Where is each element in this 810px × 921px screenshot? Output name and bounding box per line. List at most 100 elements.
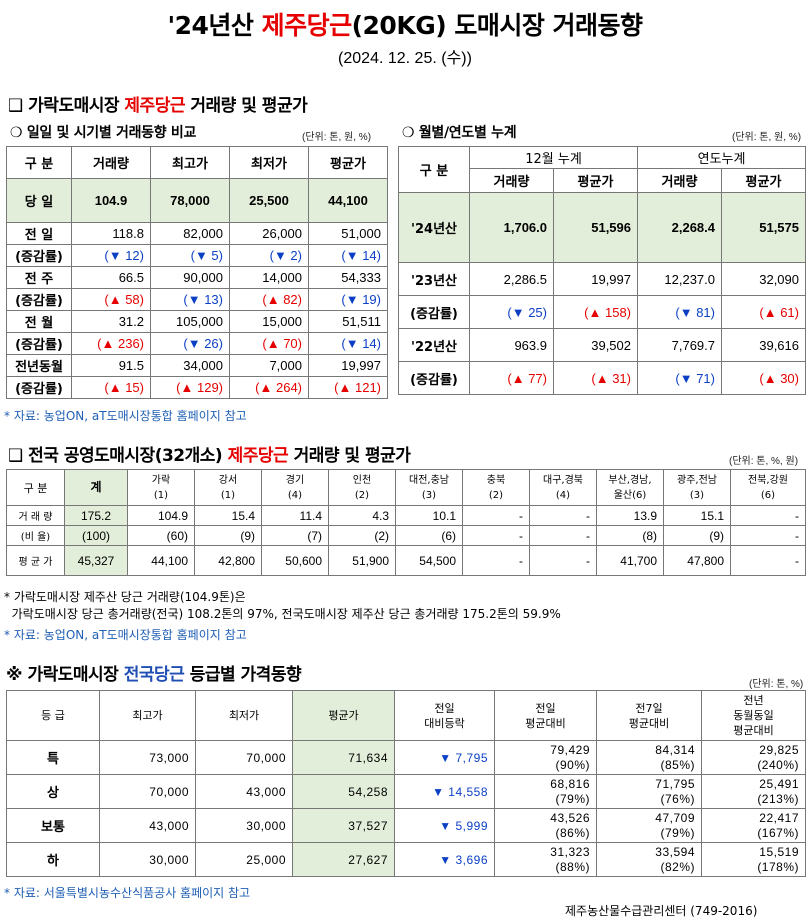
- row-label: (비 율): [6, 525, 65, 546]
- cell-value: 51,000: [308, 222, 388, 245]
- cell-change: (▼ 12): [71, 244, 151, 267]
- table-row: 특 73,000 70,000 71,634 ▼ 7,795 79,429 (90%) 84,…: [6, 740, 806, 775]
- header-line: 평균대비: [525, 716, 566, 730]
- header-line: 평균가: [328, 709, 359, 722]
- today-volume: 104.9: [71, 178, 151, 223]
- cell-prev-7: 71,795 (76%): [596, 774, 702, 809]
- group-month: 12월 누계: [469, 146, 638, 169]
- region-name: 대전,충남: [409, 474, 449, 486]
- section3-source: * 자료: 서울특별시농수산식품공사 홈페이지 참고: [4, 886, 251, 900]
- change-label: (증감률): [6, 244, 72, 267]
- table-row-change: (증감률) (▲ 236) (▼ 26) (▲ 70) (▼ 14): [6, 332, 388, 355]
- header-line: 전7일: [635, 701, 663, 715]
- col-header-max: 최고가: [150, 146, 230, 179]
- compare-value: 43,526: [550, 810, 590, 825]
- section1-heading-highlight: 제주당근: [124, 96, 185, 116]
- col-header-volume: 거래량: [71, 146, 151, 179]
- right-subtitle: ❍ 월별/연도별 누계: [402, 125, 517, 141]
- table-row: 전 주 66.5 90,000 14,000 54,333: [6, 266, 388, 289]
- cell-change: (▼ 2): [229, 244, 309, 267]
- table-row-change: (증감률) (▲ 77) (▲ 31) (▼ 71) (▲ 30): [398, 361, 806, 395]
- compare-ratio: (88%): [555, 859, 590, 874]
- cell-value: 34,000: [150, 354, 230, 377]
- row-label: 전 월: [6, 310, 72, 333]
- section2-source: * 자료: 농업ON, aT도매시장통합 홈페이지 참고: [4, 628, 247, 642]
- grade-label: 하: [6, 842, 100, 877]
- cell-value: 118.8: [71, 222, 151, 245]
- cell-value: 66.5: [71, 266, 151, 289]
- section2-heading-prefix: ❑ 전국 공영도매시장(32개소): [8, 446, 228, 466]
- compare-ratio: (167%): [757, 825, 799, 840]
- cell-diff: ▼ 14,558: [394, 774, 495, 809]
- cell-value: 44,100: [127, 545, 195, 576]
- cell-change: (▼ 14): [308, 332, 388, 355]
- national-market-table: 구 분 계 가락 (1) 강서 (1) 경기 (4) 인천 (2) 대전,충남 (3) 충북 (2) 대구,…: [6, 469, 806, 576]
- col-header-region: 계: [64, 469, 128, 506]
- col-header-region: 부산,경남, 울산(6): [596, 469, 664, 506]
- cell-change: (▼ 26): [150, 332, 230, 355]
- cell-prev-7: 84,314 (85%): [596, 740, 702, 775]
- region-name: 가락: [151, 474, 171, 486]
- header-line: 대비등락: [424, 716, 465, 730]
- region-name: 충북: [486, 474, 506, 486]
- cell-value: (9): [194, 525, 262, 546]
- cell-value: (100): [64, 525, 128, 546]
- cell-diff: ▼ 5,999: [394, 808, 495, 843]
- cell-value: 47,800: [663, 545, 731, 576]
- table-row-change: (증감률) (▼ 25) (▲ 158) (▼ 81) (▲ 61): [398, 295, 806, 329]
- col-header-min: 최저가: [229, 146, 309, 179]
- group-year: 연도누계: [637, 146, 806, 169]
- cell-value: -: [730, 525, 806, 546]
- table-row-today: 당 일 104.9 78,000 25,500 44,100: [6, 178, 388, 223]
- cell-value: 45,327: [64, 545, 128, 576]
- cell-change: (▲ 61): [721, 295, 806, 329]
- cell-change: (▼ 19): [308, 288, 388, 311]
- cumulative-table: 구 분 12월 누계 연도누계 거래량 평균가 거래량 평균가 '24년산 1,…: [398, 146, 806, 395]
- cell-value: (7): [261, 525, 329, 546]
- grade-label: 상: [6, 774, 100, 809]
- right-unit: (단위: 톤, 원, %): [732, 132, 802, 143]
- cell-change: (▲ 82): [229, 288, 309, 311]
- cell-prev-year: 22,417 (167%): [701, 808, 806, 843]
- header-line: 전년: [743, 694, 764, 707]
- cell-value: 19,997: [553, 262, 638, 296]
- cell-value: 26,000: [229, 222, 309, 245]
- cell-change: (▲ 15): [71, 376, 151, 399]
- cell-min: 30,000: [195, 808, 293, 843]
- cell-change: (▼ 81): [637, 295, 722, 329]
- cell-value: 90,000: [150, 266, 230, 289]
- table-row: (비 율) (100) (60) (9) (7) (2) (6) - - (8) (9) -: [6, 525, 806, 546]
- cell-value: 2,286.5: [469, 262, 554, 296]
- grade-price-table: 등 급 최고가 최저가 평균가 전일 대비등락 전일 평균대비 전7일 평균대비 전년 동월동일 평균대…: [6, 690, 806, 877]
- cell-change: (▲ 121): [308, 376, 388, 399]
- title-suffix: (20KG) 도매시장 거래동향: [351, 11, 643, 40]
- row-label: '22년산: [398, 328, 470, 362]
- row-label: 거 래 량: [6, 505, 65, 526]
- cell-diff: ▼ 7,795: [394, 740, 495, 775]
- table-row-current: '24년산 1,706.0 51,596 2,268.4 51,575: [398, 192, 806, 263]
- header-line: 평균대비: [733, 724, 774, 737]
- cell-diff: ▼ 3,696: [394, 842, 495, 877]
- cell-prev-day: 31,323 (88%): [494, 842, 597, 877]
- compare-ratio: (76%): [660, 791, 695, 806]
- section1-heading-suffix: 거래량 및 평균가: [184, 96, 308, 116]
- header-line: 동월동일: [733, 709, 774, 722]
- cell-value: 14,000: [229, 266, 309, 289]
- region-count: (1): [220, 489, 236, 501]
- table-row: 상 70,000 43,000 54,258 ▼ 14,558 68,816 (79%) 71…: [6, 774, 806, 809]
- cell-value: 31.2: [71, 310, 151, 333]
- change-label: (증감률): [6, 376, 72, 399]
- cell-prev-day: 43,526 (86%): [494, 808, 597, 843]
- cell-change: (▼ 14): [308, 244, 388, 267]
- header-line: 전일: [434, 701, 455, 715]
- row-label: 전 주: [6, 266, 72, 289]
- compare-value: 22,417: [759, 810, 799, 825]
- region-count: 울산(6): [613, 489, 647, 501]
- cell-change: (▲ 31): [553, 361, 638, 395]
- table-row: 보통 43,000 30,000 37,527 ▼ 5,999 43,526 (86%) 47…: [6, 808, 806, 843]
- cell-avg: 71,634: [292, 740, 395, 775]
- region-name: 인천: [352, 474, 372, 486]
- header-line: 등 급: [41, 709, 65, 722]
- cell-value: -: [462, 525, 530, 546]
- cell-value: 32,090: [721, 262, 806, 296]
